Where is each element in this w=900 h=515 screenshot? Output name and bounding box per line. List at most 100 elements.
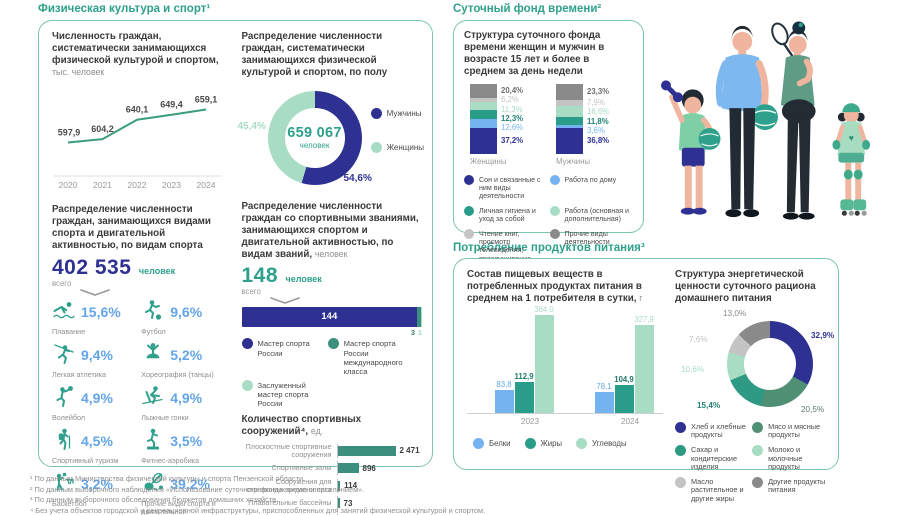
sport-label: Баскетбол [52,498,87,508]
sports-total-number: 402 535 [52,255,132,279]
facility-row: Плавательные бассейны 73 [242,495,423,513]
time-use-bar [470,83,497,154]
facility-bar [337,480,341,491]
nutrient-value-label: 364,0 [534,304,554,314]
gender-donut-title: Распределение численности граждан, систе… [241,31,388,78]
nutrient-value-label: 78,1 [596,381,612,391]
energy-pct-label: 10,6% [681,364,705,374]
time-use-legend: Сон и связанные с ним виды деятельности Р… [464,174,633,272]
gender-legend: Мужчины Женщины [370,107,424,153]
titles-bar-segment: 144 [241,307,418,328]
nutrient-bar [635,324,654,413]
titles-legend-item-label: Мастер спорта России международного клас… [343,339,403,376]
titles-total-caption: всего [241,287,261,297]
titles-bar-segment [420,307,422,328]
facility-label: Плоскостные спортивные сооружения [245,441,332,459]
titles-total: 148 человек [242,264,423,288]
legend-dot-icon [576,437,588,449]
facility-bar [337,445,396,456]
nutrient-value-label: 104,9 [614,374,634,384]
legend-dot-icon [464,205,474,216]
section-header-time: Суточный фонд времени² [453,3,602,15]
fitness-icon [141,427,165,456]
energy-donut-title: Структура энергетической ценности суточн… [675,269,816,304]
titles-legend-item: Мастер спорта России международного клас… [327,338,422,376]
time-use-segment [556,125,583,128]
athletics-icon [52,341,76,370]
titles-total-number: 148 [241,264,279,288]
sport-item: 9,4% Легкая атлетика [52,341,135,379]
nutrients-legend-item: Жиры [524,437,562,449]
gender-legend-item-label: Мужчины [386,108,422,118]
energy-pct-label: 32,9% [811,330,835,340]
other-sports-icon [141,470,165,499]
titles-bar-segment [417,307,421,328]
gender-legend-item: Женщины [370,141,424,153]
sport-panel: Численность граждан, систематически зани… [38,20,433,515]
time-use-pct-label: 23,3% [587,86,610,96]
sports-total-caption: всего [52,278,72,288]
swimming-icon [52,298,76,327]
energy-legend-item: Молоко и молочные продукты [752,445,830,472]
legend-dot-icon [241,338,253,350]
facility-bar [337,498,340,509]
nutrients-year-label: 2024 [620,416,640,426]
sport-label: Фитнес-аэробика [141,455,200,465]
sport-item: 4,9% Лыжные гонки [141,384,224,422]
sport-item: 9,6% Футбол [141,298,224,336]
energy-legend-item: Сахар и кондитерские изделия [675,445,749,472]
footnote-line: ⁴ Без учета объектов городской и рекреац… [30,505,486,515]
nutrients-legend: Белки Жиры Углеводы [473,437,667,449]
energy-legend-item-label: Масло растительное и другие жиры [691,476,744,504]
energy-legend-item-label: Другие продукты питания [768,476,826,495]
sport-panel-right-column: Распределение численности граждан, систе… [236,21,433,515]
legend-dot-icon [549,174,560,185]
time-use-segment [470,127,497,154]
facility-row: Плоскостные спортивные сооружения 2 471 [242,442,423,460]
titles-value-1: 1 [417,328,422,338]
energy-donut-block: 32,9% 20,5% 15,4% 10,6% 7,6% 13,0% [675,309,834,421]
facility-label: Спортивные залы [271,463,332,473]
time-use-pct-label: 37,2% [501,135,524,145]
facility-row: Лыжные базы59 [242,512,423,515]
legend-dot-icon [752,476,764,488]
sport-label: Футбол [141,326,166,336]
time-use-pct-label: 12,3% [501,114,524,124]
energy-legend-item: Масло растительное и другие жиры [675,476,749,504]
legend-dot-icon [370,107,382,119]
time-use-segment [470,98,497,103]
nutrients-legend-item-label: Углеводы [592,439,627,449]
father-figure [715,25,778,218]
legend-dot-icon [549,205,560,216]
nutrients-chart-title: Состав пищевых веществ в потребленных пр… [467,269,643,304]
gender-female-pct-label: 45,4% [237,120,266,132]
gender-legend-item-label: Женщины [386,142,424,152]
mother-figure [771,21,816,220]
facility-value: 2 471 [399,446,420,456]
nutrients-year-label: 2023 [520,416,540,426]
boy-figure [661,80,721,215]
line-point-label: 659,1 [195,94,218,104]
facility-value: 114 [344,481,358,491]
sports-total-unit: человек [138,265,176,276]
facilities-chart-title: Количество спортивных сооружений⁴, ед. [241,414,362,438]
sports-distribution-title: Распределение численности граждан, заним… [52,203,211,251]
time-use-panel: Структура суточного фонда времени женщин… [453,20,644,271]
time-use-pct-label: 12,6% [501,123,524,133]
sport-label: Волейбол [52,412,85,422]
energy-pct-label: 15,4% [697,400,721,410]
titles-stacked-bar: 144 [241,307,423,328]
time-use-segment [470,110,497,119]
time-use-pct-label: 3,6% [587,126,605,136]
facility-row: Спортивные залы 896 [242,460,423,478]
section-header-food: Потребление продуктов питания³ [453,242,645,254]
gender-donut-center: 659 067 человек [284,107,345,168]
nutrient-bar [615,384,634,413]
titles-legend-item-label: Мастер спорта России [257,339,310,358]
sport-percentage: 4,9% [170,390,203,407]
sport-label: Хореография (танцы) [141,369,214,379]
x-axis-tick: 2022 [128,180,147,190]
facility-row: Сооружения для стрелковых видов спорта 11… [242,477,423,495]
sport-item: 39,2% Прочие виды спорта и двигательной а… [141,470,224,515]
